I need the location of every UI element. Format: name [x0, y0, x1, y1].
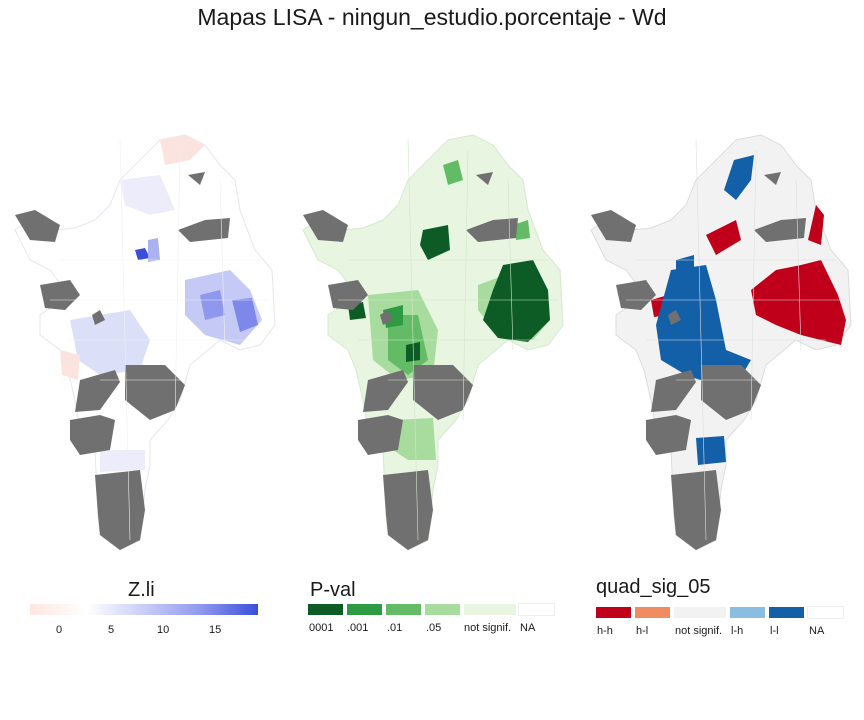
- quad-label-hh: h-h: [597, 625, 613, 637]
- pval-label-0001: 0001: [309, 622, 334, 634]
- pval-swatch-001: [347, 604, 382, 615]
- quad-swatch-lh: [730, 607, 765, 618]
- quad-legend-title: quad_sig_05: [596, 576, 711, 598]
- pval-label-na: NA: [520, 622, 536, 634]
- quad-label-na: NA: [809, 625, 825, 637]
- pval-swatch-not-signif: [464, 604, 516, 615]
- pval-map: [302, 134, 564, 551]
- quad-label-lh: l-h: [731, 625, 744, 637]
- pval-swatch-na: [518, 603, 555, 616]
- quad-swatch-ll: [769, 607, 804, 618]
- quad-label-ll: l-l: [770, 625, 779, 637]
- zli-tick-0: 0: [56, 624, 63, 636]
- pval-label-05: .05: [426, 622, 442, 634]
- quad-label-not-signif: not signif.: [675, 625, 723, 637]
- chart-title: Mapas LISA - ningun_estudio.porcentaje -…: [197, 4, 667, 30]
- pval-label-not-signif: not signif.: [464, 622, 512, 634]
- quad-map: [590, 134, 852, 551]
- zli-tick-5: 5: [108, 624, 115, 636]
- quad-swatch-hl: [635, 607, 670, 618]
- zli-map: [14, 134, 276, 551]
- pval-label-01: .01: [387, 622, 403, 634]
- quad-swatch-not-signif: [674, 607, 726, 618]
- quad-swatch-na: [807, 606, 844, 619]
- quad-swatch-hh: [596, 607, 631, 618]
- pval-swatch-0001: [308, 604, 343, 615]
- pval-swatch-01: [386, 604, 421, 615]
- pval-label-001: .001: [347, 622, 369, 634]
- pval-swatch-05: [425, 604, 460, 615]
- zli-tick-15: 15: [209, 624, 222, 636]
- zli-legend-title: Z.li: [128, 579, 155, 601]
- quad-label-hl: h-l: [636, 625, 649, 637]
- zli-tick-10: 10: [157, 624, 170, 636]
- zli-colorbar: [30, 604, 258, 615]
- pval-shaded-areas: [348, 160, 550, 460]
- pval-legend-title: P-val: [310, 579, 356, 601]
